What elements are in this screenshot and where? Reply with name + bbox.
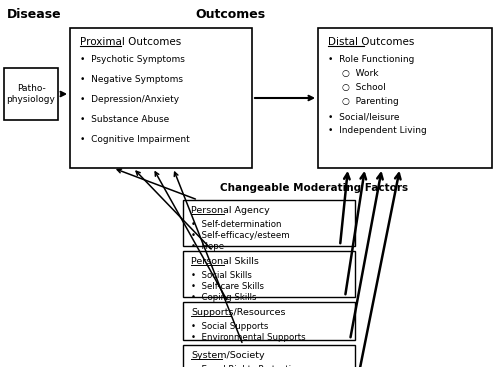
- Text: Personal Skills: Personal Skills: [191, 257, 259, 266]
- Text: ○  Work: ○ Work: [342, 69, 378, 78]
- Text: •  Self-care Skills: • Self-care Skills: [191, 282, 264, 291]
- Text: Outcomes: Outcomes: [195, 8, 265, 21]
- Bar: [4, 68, 58, 120]
- Text: System/Society: System/Society: [191, 351, 264, 360]
- Text: •  Social Supports: • Social Supports: [191, 322, 268, 331]
- Bar: [70, 28, 252, 168]
- Text: •  Cognitive Impairment: • Cognitive Impairment: [80, 135, 190, 144]
- Text: ○  Parenting: ○ Parenting: [342, 97, 399, 106]
- Bar: [183, 302, 355, 340]
- Text: •  Coping Skills: • Coping Skills: [191, 293, 256, 302]
- Bar: [183, 200, 355, 246]
- Text: •  Role Functioning: • Role Functioning: [328, 55, 414, 64]
- Text: •  Substance Abuse: • Substance Abuse: [80, 115, 169, 124]
- Text: •  Equal Rights Protection: • Equal Rights Protection: [191, 365, 302, 367]
- Text: Proximal Outcomes: Proximal Outcomes: [80, 37, 181, 47]
- Text: •  Negative Symptoms: • Negative Symptoms: [80, 75, 183, 84]
- Text: •  Psychotic Symptoms: • Psychotic Symptoms: [80, 55, 185, 64]
- Text: •  Depression/Anxiety: • Depression/Anxiety: [80, 95, 179, 104]
- Text: Distal Outcomes: Distal Outcomes: [328, 37, 414, 47]
- Text: •  Social Skills: • Social Skills: [191, 271, 252, 280]
- Text: Changeable Moderating Factors: Changeable Moderating Factors: [220, 183, 408, 193]
- Text: Disease: Disease: [7, 8, 62, 21]
- Text: ○  School: ○ School: [342, 83, 386, 92]
- Bar: [318, 28, 492, 168]
- Text: Personal Agency: Personal Agency: [191, 206, 270, 215]
- Text: Patho-
physiology: Patho- physiology: [6, 84, 56, 104]
- Text: •  Self-determination: • Self-determination: [191, 220, 282, 229]
- Bar: [183, 345, 355, 367]
- Bar: [183, 251, 355, 297]
- Text: •  Self-efficacy/esteem: • Self-efficacy/esteem: [191, 231, 290, 240]
- Text: •  Independent Living: • Independent Living: [328, 126, 427, 135]
- Text: •  Social/leisure: • Social/leisure: [328, 112, 400, 121]
- Text: Supports/Resources: Supports/Resources: [191, 308, 286, 317]
- Text: •  Hope: • Hope: [191, 242, 224, 251]
- Text: •  Environmental Supports: • Environmental Supports: [191, 333, 306, 342]
